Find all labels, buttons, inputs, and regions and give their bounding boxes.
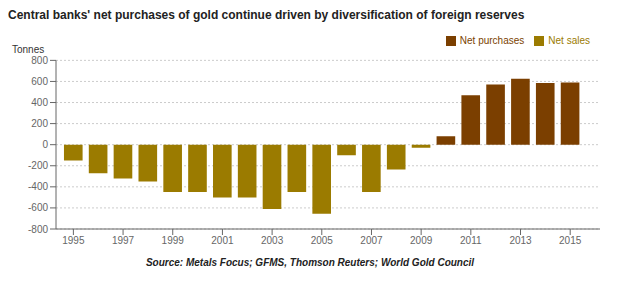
svg-text:-800: -800 <box>28 224 48 235</box>
svg-text:2011: 2011 <box>460 235 482 246</box>
html-text:Net sales: Net sales <box>548 35 590 46</box>
html-text:Net purchases: Net purchases <box>459 35 525 46</box>
svg-text:-400: -400 <box>28 181 48 192</box>
html-text:Central banks' net purchases o: Central banks' net purchases of gold con… <box>8 8 525 22</box>
svg-text:1995: 1995 <box>62 235 85 246</box>
svg-text:0: 0 <box>42 139 48 150</box>
svg-text:200: 200 <box>31 118 48 129</box>
svg-text:2009: 2009 <box>410 235 433 246</box>
svg-text:2007: 2007 <box>360 235 383 246</box>
svg-text:Tonnes: Tonnes <box>12 44 44 55</box>
svg-text:2003: 2003 <box>261 235 284 246</box>
html-text:Source: Metals Focus; GFMS, Th: Source: Metals Focus; GFMS, Thomson Reut… <box>145 257 475 268</box>
svg-text:800: 800 <box>31 55 48 66</box>
svg-text:400: 400 <box>31 97 48 108</box>
svg-text:1999: 1999 <box>162 235 185 246</box>
svg-text:-200: -200 <box>28 160 48 171</box>
svg-text:1997: 1997 <box>112 235 135 246</box>
svg-text:600: 600 <box>31 76 48 87</box>
svg-text:2015: 2015 <box>559 235 582 246</box>
svg-text:-600: -600 <box>28 202 48 213</box>
svg-text:2005: 2005 <box>311 235 334 246</box>
svg-text:2001: 2001 <box>211 235 234 246</box>
svg-text:2013: 2013 <box>509 235 532 246</box>
